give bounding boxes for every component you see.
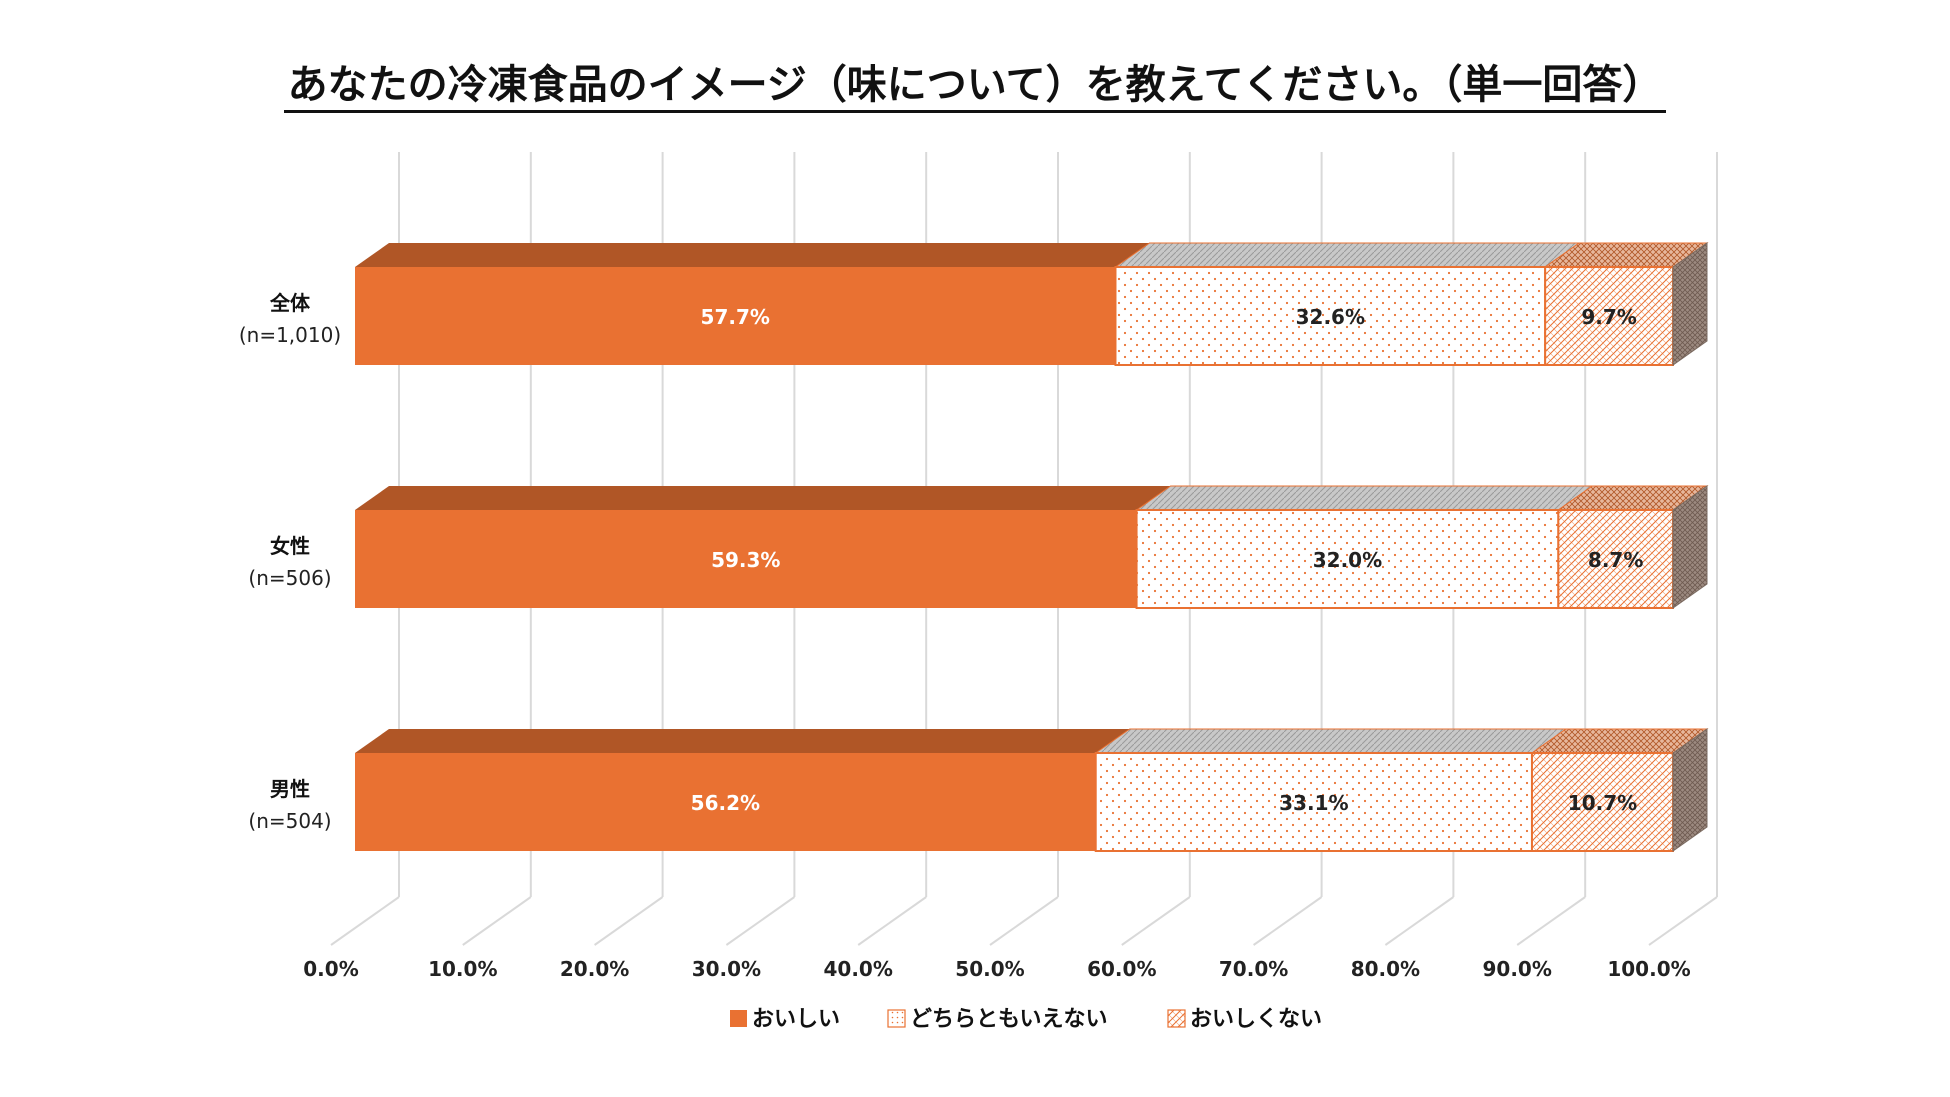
- legend-swatch: [730, 1010, 747, 1027]
- legend-item-dochira: どちらともいえない: [887, 1007, 1108, 1032]
- chart-title: あなたの冷凍食品のイメージ（味について）を教えてください。（単一回答）: [0, 52, 1950, 113]
- gridline-floor: [725, 896, 795, 946]
- tick-label: 90.0%: [1483, 957, 1552, 981]
- bar-segment-oishikunai: [1544, 266, 1675, 366]
- legend: おいしい どちらともいえない おいしくない: [730, 1007, 1322, 1032]
- gridline-floor: [1384, 896, 1454, 946]
- tick-label: 40.0%: [824, 957, 893, 981]
- legend-item-oishikunai: おいしくない: [1167, 1007, 1322, 1032]
- gridline-floor: [1121, 896, 1191, 946]
- data-label: 10.7%: [1568, 791, 1637, 815]
- category-label: 全体: [269, 291, 311, 315]
- bar-segment-dochira: [1135, 509, 1560, 609]
- x-axis-ticks: 0.0% 10.0% 20.0% 30.0% 40.0% 50.0% 60.0% 70.0% 8…: [303, 957, 1690, 981]
- bar-side-face: [1672, 728, 1708, 852]
- data-label: 57.7%: [701, 305, 770, 329]
- bar-segment-dochira-top: [1113, 242, 1581, 268]
- bar-side-face: [1672, 242, 1708, 366]
- tick-label: 0.0%: [303, 957, 358, 981]
- gridline-floor: [462, 896, 532, 946]
- tick-label: 70.0%: [1219, 957, 1288, 981]
- bar-segment-oishii: [355, 267, 1116, 365]
- gridline-floor: [989, 896, 1059, 946]
- category-labels: 全体 (n=1,010) 女性 (n=506) 男性 (n=504): [239, 291, 341, 833]
- category-label: 女性: [270, 534, 310, 558]
- tick-label: 60.0%: [1087, 957, 1156, 981]
- data-label: 33.1%: [1279, 791, 1348, 815]
- legend-label: どちらともいえない: [910, 1007, 1108, 1032]
- tick-label: 80.0%: [1351, 957, 1420, 981]
- category-n-label: (n=506): [248, 566, 331, 590]
- legend-swatch: [887, 1009, 906, 1028]
- data-label: 56.2%: [691, 791, 760, 815]
- bar-segment-oishii: [355, 510, 1137, 608]
- gridline-floor: [330, 896, 400, 946]
- bar-segment-oishikunai: [1557, 509, 1674, 609]
- data-label: 59.3%: [711, 548, 780, 572]
- gridline-floor: [1648, 896, 1718, 946]
- category-n-label: (n=504): [248, 809, 331, 833]
- chart-title-text: あなたの冷凍食品のイメージ（味について）を教えてください。（単一回答）: [283, 62, 1667, 113]
- gridline-floor: [857, 896, 927, 946]
- legend-label: おいしい: [752, 1007, 840, 1032]
- bar-segment-oishii: [355, 753, 1096, 851]
- bar-segment-dochira-top: [1134, 485, 1594, 511]
- category-n-label: (n=1,010): [239, 323, 341, 347]
- gridline-floor: [1253, 896, 1323, 946]
- category-label: 男性: [270, 777, 310, 801]
- tick-label: 100.0%: [1607, 957, 1690, 981]
- bar-side-face: [1672, 485, 1708, 609]
- bar-segment-oishii-top: [355, 486, 1171, 510]
- gridline-floor: [1516, 896, 1586, 946]
- tick-label: 30.0%: [692, 957, 761, 981]
- tick-label: 10.0%: [428, 957, 497, 981]
- data-label: 8.7%: [1588, 548, 1643, 572]
- bar-segment-oishii-top: [355, 243, 1150, 267]
- legend-item-oishii: おいしい: [730, 1007, 840, 1032]
- data-label: 32.0%: [1313, 548, 1382, 572]
- bar-segment-oishii-top: [355, 729, 1130, 753]
- data-label: 9.7%: [1581, 305, 1636, 329]
- tick-label: 50.0%: [955, 957, 1024, 981]
- bars: 57.7% 32.6% 9.7% 59.3% 32.0% 8.7% 56.2% 33.1% 10…: [355, 242, 1709, 852]
- legend-swatch: [1167, 1009, 1186, 1028]
- bar-segment-dochira: [1094, 752, 1533, 852]
- tick-label: 20.0%: [560, 957, 629, 981]
- data-label: 32.6%: [1296, 305, 1365, 329]
- bar-segment-dochira: [1114, 266, 1547, 366]
- legend-label: おいしくない: [1190, 1007, 1322, 1032]
- bar-segment-dochira-top: [1094, 728, 1568, 754]
- gridline-floor: [594, 896, 664, 946]
